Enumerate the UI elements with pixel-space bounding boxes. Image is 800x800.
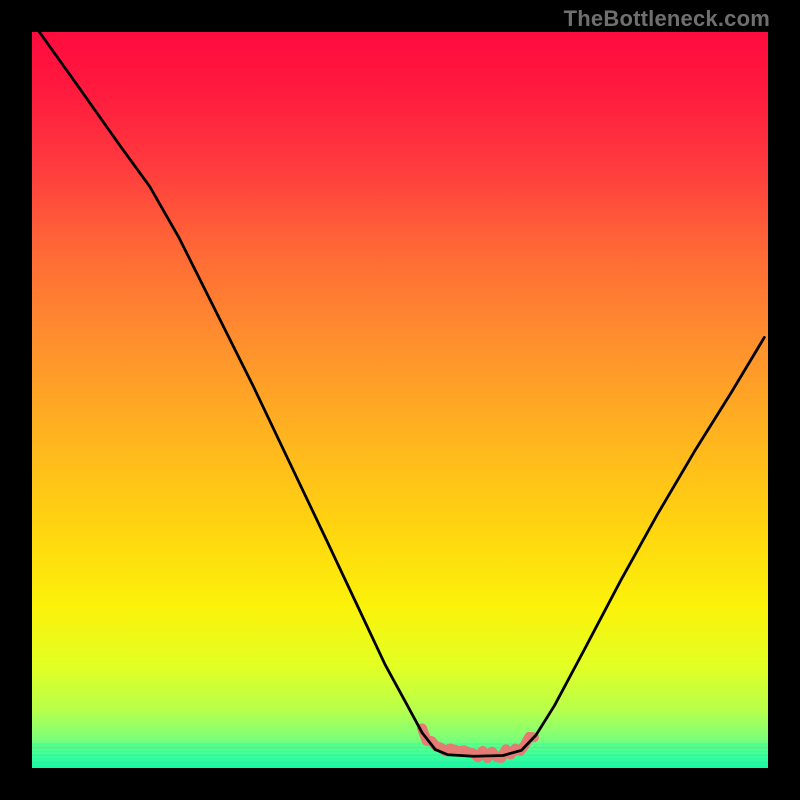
background-gradient-rect (32, 32, 768, 768)
watermark-label: TheBottleneck.com (564, 6, 770, 32)
green-band-striations (32, 744, 768, 766)
plot-svg (32, 32, 768, 768)
plot-frame (30, 30, 770, 770)
chart-stage: TheBottleneck.com (0, 0, 800, 800)
